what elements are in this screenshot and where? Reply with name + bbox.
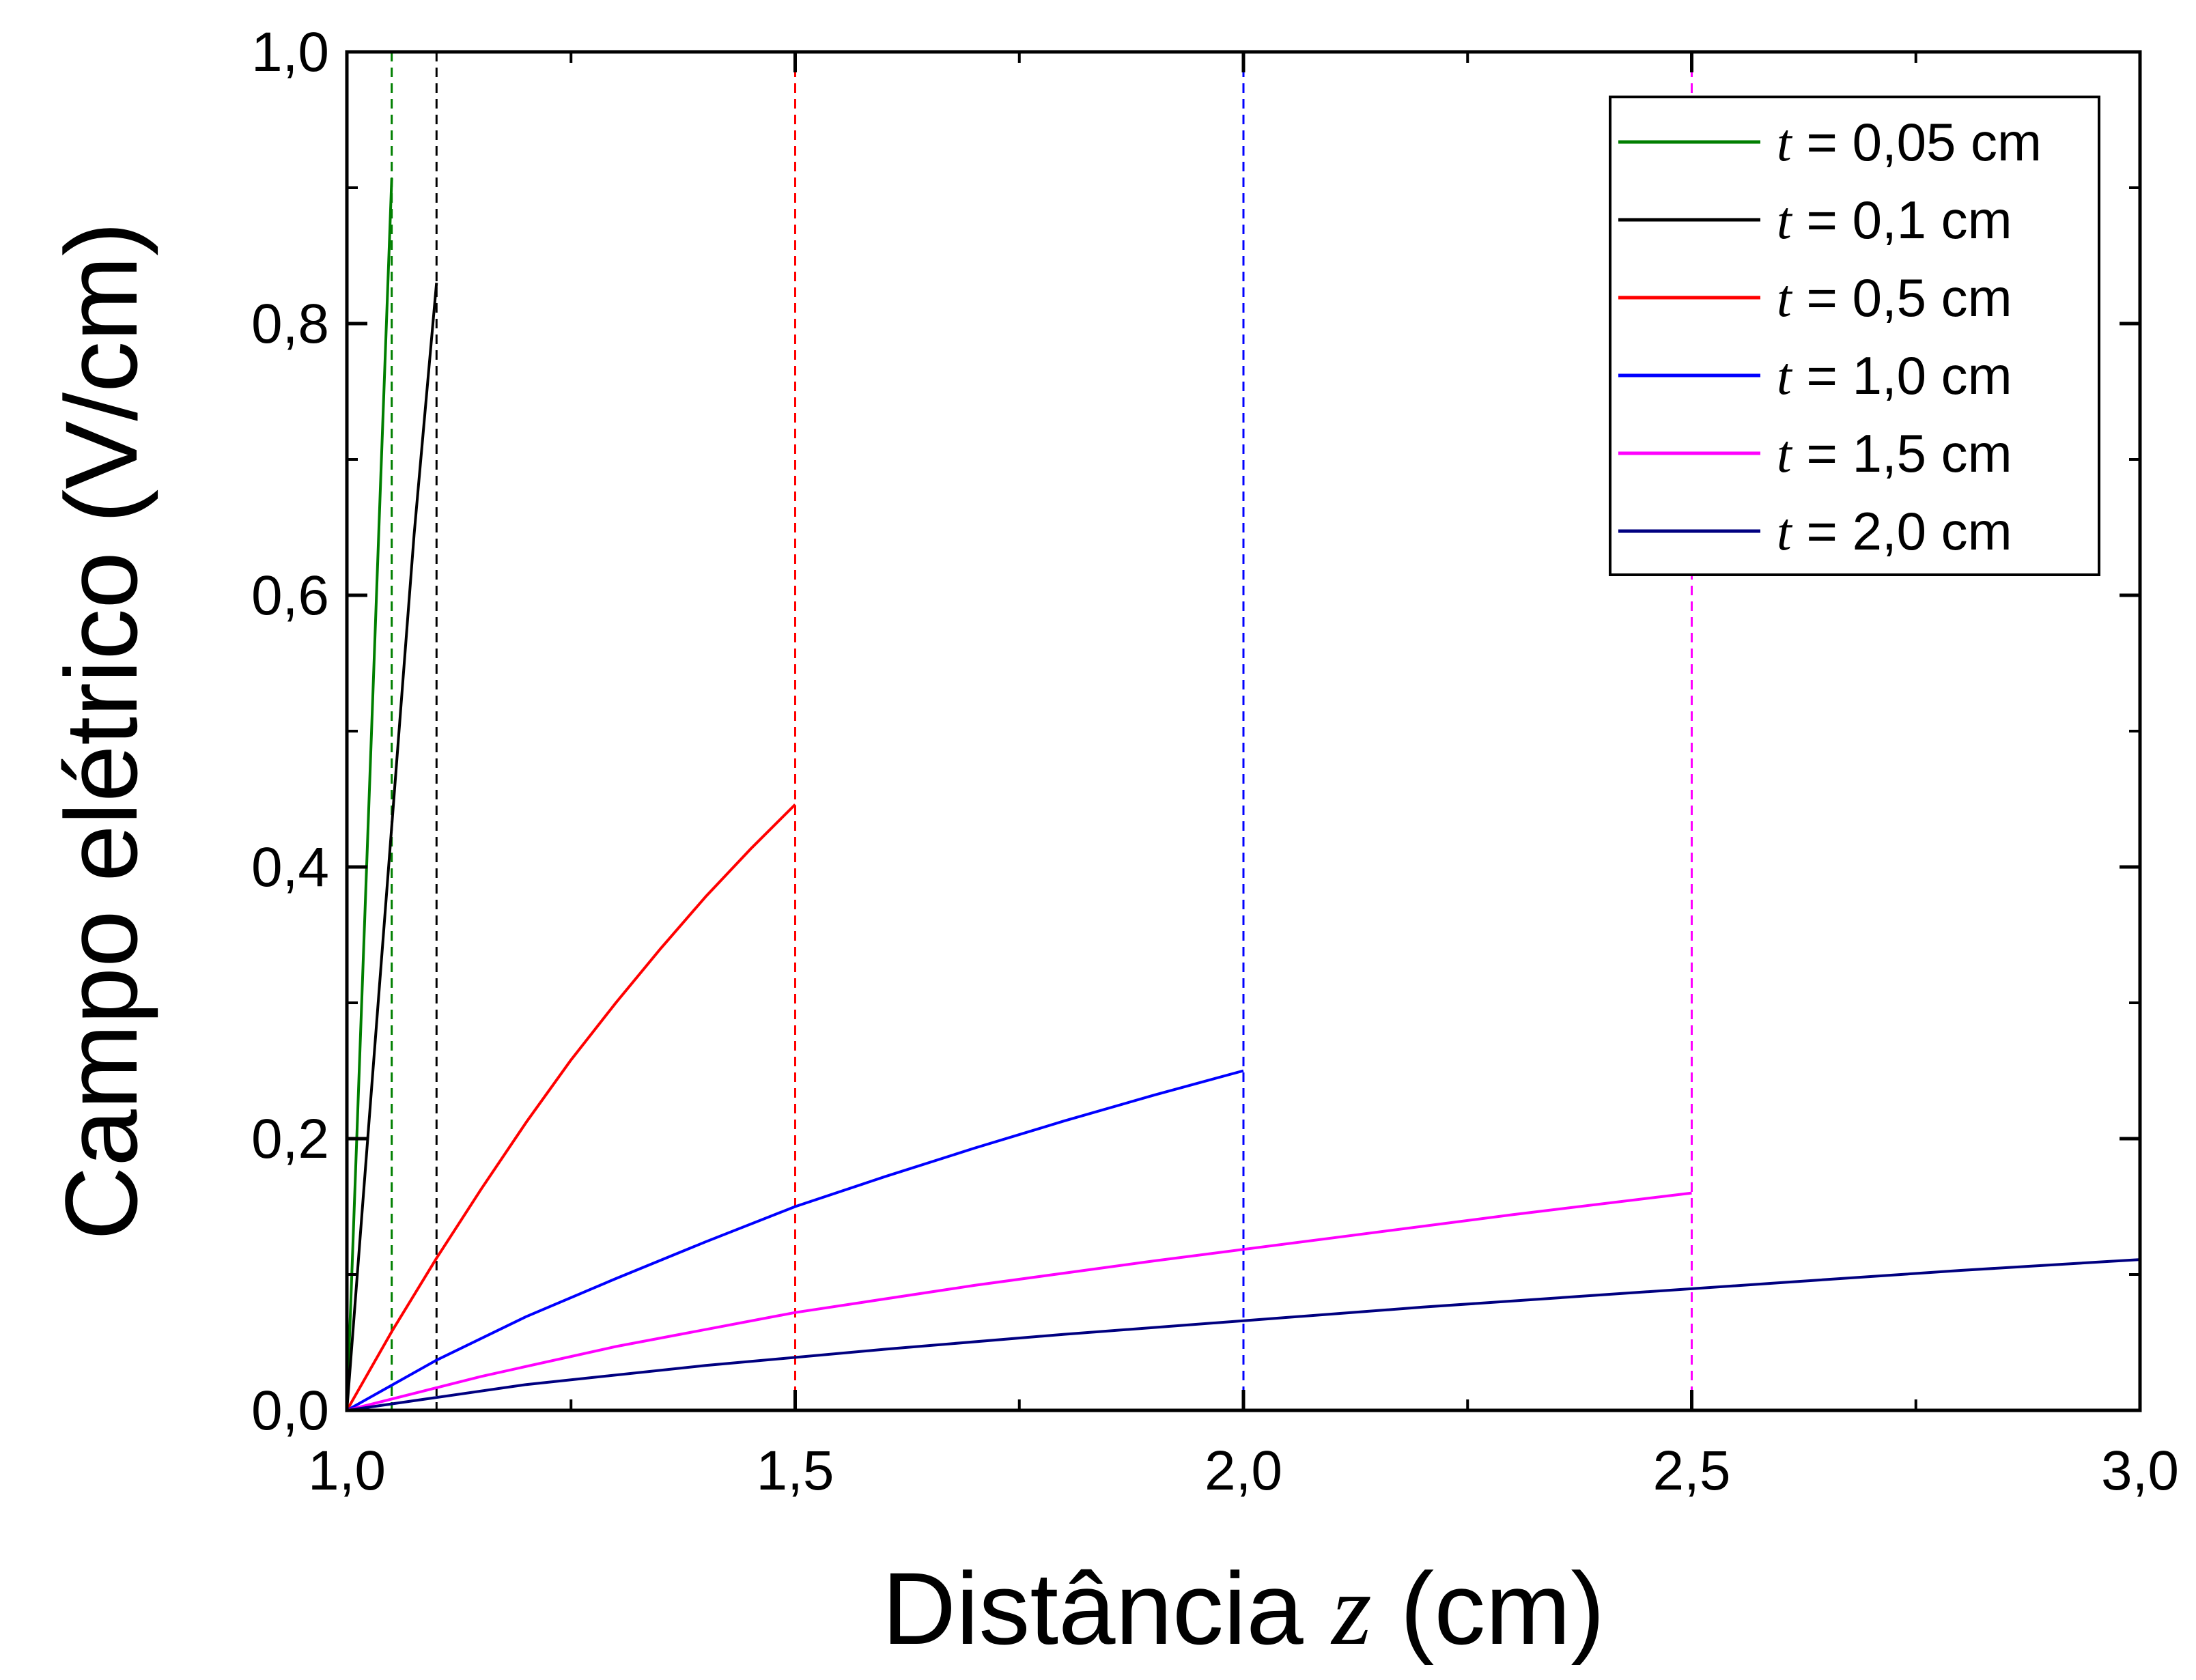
legend-variable-4: t [1777,424,1793,483]
x-axis-title-suffix: (cm) [1372,1551,1605,1666]
cutoff-lines [391,52,1693,1410]
x-tick-label-4: 3,0 [2101,1440,2179,1502]
legend-variable-2: t [1777,268,1793,328]
x-axis-title-prefix: Distância [882,1551,1332,1666]
y-tick-label-2: 0,4 [251,836,329,898]
series-lines [346,178,2141,1412]
series-line-2 [346,803,796,1411]
x-tick-label-2: 2,0 [1205,1440,1282,1502]
x-tick-label-3: 2,5 [1653,1440,1731,1502]
legend-label-5: t = 2,0 cm [1777,501,2012,561]
legend-value-4: = 1,5 cm [1792,423,2012,483]
y-tick-label-4: 0,8 [251,293,329,355]
y-tick-label-0: 0,0 [251,1380,329,1442]
x-tick-label-0: 1,0 [308,1440,386,1502]
legend-value-3: = 1,0 cm [1792,345,2012,405]
legend-value-1: = 0,1 cm [1792,190,2012,250]
legend-value-5: = 2,0 cm [1792,501,2012,561]
y-tick-label-1: 0,2 [251,1108,329,1170]
legend-label-0: t = 0,05 cm [1777,112,2042,172]
legend-value-2: = 0,5 cm [1792,268,2012,328]
x-axis-title-variable: z [1330,1553,1371,1666]
y-tick-label-5: 1,0 [251,21,329,83]
series-line-0 [346,178,393,1411]
axis-ticks: 1,0 1,5 2,0 2,5 3,0 0,0 0,2 0,4 0,6 0,8 1,0 [251,21,2179,1502]
legend-label-3: t = 1,0 cm [1777,345,2012,405]
y-tick-label-3: 0,6 [251,565,329,627]
legend-box [1609,96,2100,576]
legend-variable-1: t [1777,190,1793,250]
series-line-5 [346,1258,2141,1412]
legend-variable-0: t [1777,113,1793,172]
legend-value-0: = 0,05 cm [1792,112,2042,172]
series-line-4 [346,1191,1692,1412]
legend-label-1: t = 0,1 cm [1777,190,2012,250]
legend-label-4: t = 1,5 cm [1777,423,2012,483]
legend-variable-5: t [1777,502,1793,561]
legend-label-2: t = 0,5 cm [1777,268,2012,328]
x-tick-label-1: 1,5 [757,1440,834,1502]
x-axis-title: Distância z (cm) [882,1551,1605,1666]
series-line-3 [346,1069,1244,1412]
legend-variable-3: t [1777,346,1793,405]
legend: t = 0,05 cmt = 0,1 cmt = 0,5 cmt = 1,0 c… [1609,96,2100,576]
y-axis-title: Campo elétrico (V/cm) [44,222,158,1240]
series-line-1 [346,283,438,1411]
